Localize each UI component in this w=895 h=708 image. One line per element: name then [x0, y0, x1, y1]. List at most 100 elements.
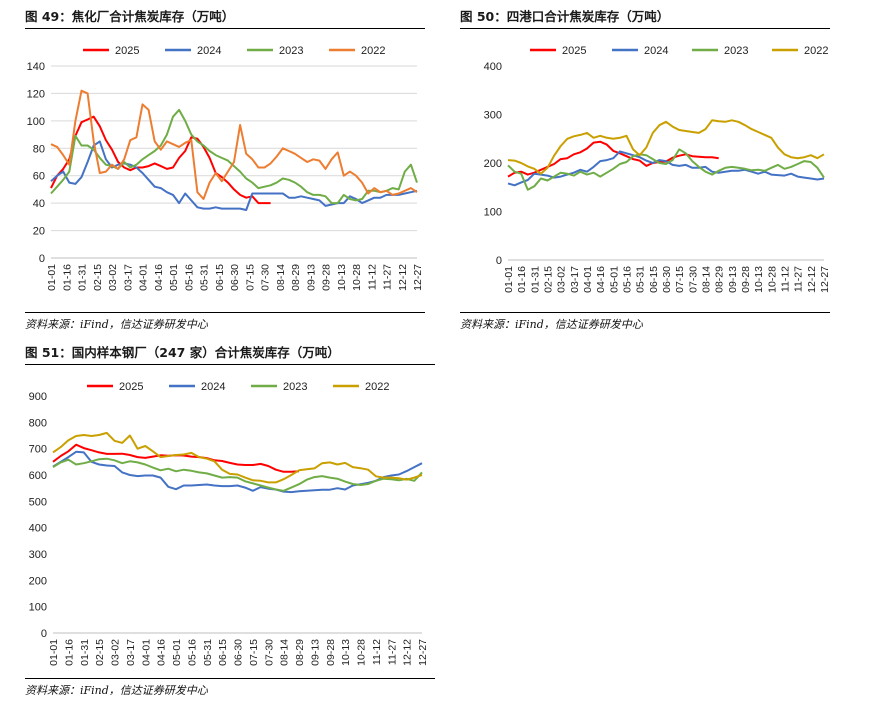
x-tick-label: 01-16 [516, 266, 528, 293]
x-tick-label: 10-13 [340, 639, 352, 666]
y-tick-label: 0 [496, 255, 502, 267]
y-tick-label: 100 [27, 116, 45, 128]
chart-source: 资料来源：iFind，信达证券研发中心 [460, 312, 830, 334]
y-tick-label: 600 [29, 470, 47, 482]
x-tick-label: 05-01 [171, 639, 183, 666]
x-tick-label: 01-31 [79, 639, 91, 666]
chart-four-ports-inventory: 0 100 200 300 400 01-01 01-16 01-31 02-15 03-02 03… [484, 45, 831, 293]
x-tick-label: 05-01 [168, 264, 180, 291]
x-tick-label: 04-16 [153, 264, 165, 291]
x-tick-label: 08-29 [294, 639, 306, 666]
x-tick-label: 06-15 [648, 266, 660, 293]
y-tick-label: 200 [484, 158, 502, 170]
x-tick-label: 06-30 [233, 639, 245, 666]
x-tick-label: 05-31 [199, 264, 211, 291]
y-tick-label: 0 [39, 253, 45, 265]
y-tick-label: 0 [41, 628, 47, 640]
chart-source: 资料来源：iFind，信达证券研发中心 [25, 678, 435, 700]
x-tick-label: 09-28 [740, 266, 752, 293]
y-tick-label: 900 [29, 391, 47, 403]
y-tick-label: 100 [29, 602, 47, 614]
x-tick-label: 01-01 [48, 639, 60, 666]
chart-title: 图 51：国内样本钢厂（247 家）合计焦炭库存（万吨） [25, 342, 435, 365]
chart-source: 资料来源：iFind，信达证券研发中心 [25, 312, 425, 334]
x-tick-label: 04-16 [595, 266, 607, 293]
series-line-2024 [52, 450, 423, 494]
x-tick-label: 04-01 [140, 639, 152, 666]
x-tick-label: 11-12 [780, 266, 792, 292]
x-tick-label: 06-15 [217, 639, 229, 666]
x-tick-label: 05-31 [202, 639, 214, 666]
x-tick-label: 01-31 [529, 266, 541, 293]
x-tick-label: 06-30 [661, 266, 673, 293]
y-tick-label: 800 [29, 417, 47, 429]
x-tick-label: 03-02 [110, 639, 122, 666]
x-tick-label: 08-14 [279, 639, 291, 666]
series-line-2023 [507, 148, 825, 191]
y-tick-label: 80 [33, 143, 45, 155]
x-tick-label: 05-16 [183, 264, 195, 291]
legend-label: 2022 [365, 381, 389, 393]
legend-label: 2022 [804, 45, 828, 57]
x-tick-label: 02-15 [94, 639, 106, 666]
x-tick-label: 09-13 [305, 264, 317, 291]
y-tick-label: 200 [29, 575, 47, 587]
x-tick-label: 10-28 [356, 639, 368, 666]
series-line-2025 [50, 115, 271, 205]
chart-panel-four-ports: 图 50：四港口合计焦炭库存（万吨） 0 100 200 300 400 01-01 01-… [460, 6, 831, 336]
x-tick-label: 11-27 [386, 639, 398, 665]
x-tick-label: 12-27 [819, 266, 831, 293]
series-line-2024 [507, 150, 825, 187]
x-tick-label: 05-01 [608, 266, 620, 293]
series-line-2022 [52, 431, 423, 484]
series-line-2025 [52, 443, 300, 473]
legend-label: 2023 [724, 45, 748, 57]
y-tick-label: 20 [33, 226, 45, 238]
x-tick-label: 08-14 [701, 266, 713, 293]
x-tick-label: 07-30 [263, 639, 275, 666]
x-tick-label: 10-13 [753, 266, 765, 293]
y-tick-label: 400 [29, 523, 47, 535]
series-line-2024 [50, 140, 418, 211]
legend-label: 2023 [283, 381, 307, 393]
y-tick-label: 400 [484, 61, 502, 73]
x-tick-label: 04-01 [582, 266, 594, 293]
x-tick-label: 12-12 [402, 639, 414, 666]
legend-label: 2022 [361, 45, 385, 57]
y-tick-label: 120 [27, 88, 45, 100]
x-tick-label: 02-15 [92, 264, 104, 291]
legend-label: 2024 [201, 381, 225, 393]
y-tick-label: 140 [27, 61, 45, 73]
x-tick-label: 07-15 [674, 266, 686, 293]
series-line-2025 [507, 140, 719, 178]
chart-title: 图 50：四港口合计焦炭库存（万吨） [460, 6, 830, 29]
x-tick-label: 03-02 [556, 266, 568, 293]
x-tick-label: 05-16 [622, 266, 634, 293]
x-tick-label: 12-27 [412, 264, 424, 291]
x-tick-label: 10-28 [766, 266, 778, 293]
y-tick-label: 60 [33, 171, 45, 183]
x-tick-label: 05-16 [186, 639, 198, 666]
x-tick-label: 11-27 [793, 266, 805, 292]
chart-title: 图 49：焦化厂合计焦炭库存（万吨） [25, 6, 425, 29]
x-tick-label: 12-12 [806, 266, 818, 293]
x-tick-label: 05-31 [635, 266, 647, 293]
x-tick-label: 04-01 [138, 264, 150, 291]
legend-label: 2025 [119, 381, 143, 393]
x-tick-label: 07-30 [687, 266, 699, 293]
x-tick-label: 09-13 [727, 266, 739, 293]
y-tick-label: 500 [29, 496, 47, 508]
x-tick-label: 10-28 [351, 264, 363, 291]
x-tick-label: 07-15 [244, 264, 256, 291]
x-tick-label: 08-14 [275, 264, 287, 291]
x-tick-label: 11-12 [366, 264, 378, 290]
x-tick-label: 02-15 [543, 266, 555, 293]
y-tick-label: 100 [484, 207, 502, 219]
series-line-2022 [50, 89, 418, 200]
chart-panel-steel-mills: 图 51：国内样本钢厂（247 家）合计焦炭库存（万吨） 0 100 200 300 4… [25, 342, 435, 702]
x-tick-label: 07-30 [260, 264, 272, 291]
x-tick-label: 04-16 [156, 639, 168, 666]
legend-label: 2023 [279, 45, 303, 57]
x-tick-label: 12-27 [417, 639, 429, 666]
legend-label: 2025 [562, 45, 586, 57]
